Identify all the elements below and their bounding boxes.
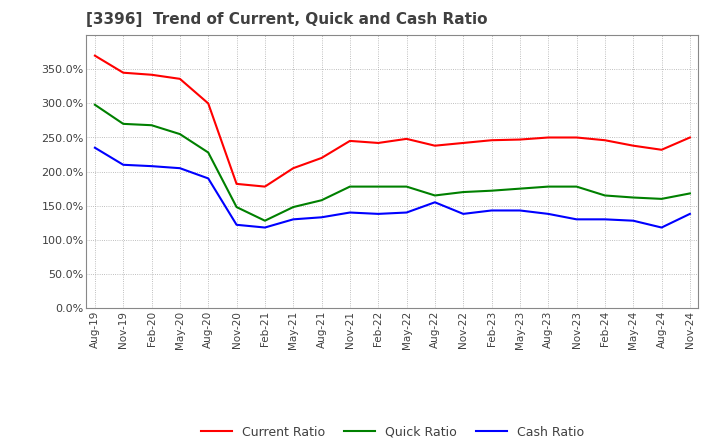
- Quick Ratio: [544, 184, 552, 189]
- Current Ratio: [459, 140, 467, 146]
- Current Ratio: [374, 140, 382, 146]
- Current Ratio: [318, 155, 326, 161]
- Quick Ratio: [261, 218, 269, 224]
- Quick Ratio: [148, 123, 156, 128]
- Current Ratio: [346, 138, 354, 143]
- Quick Ratio: [318, 198, 326, 203]
- Current Ratio: [204, 101, 212, 106]
- Cash Ratio: [516, 208, 524, 213]
- Current Ratio: [91, 53, 99, 58]
- Cash Ratio: [91, 145, 99, 150]
- Quick Ratio: [204, 150, 212, 155]
- Current Ratio: [657, 147, 666, 152]
- Cash Ratio: [204, 176, 212, 181]
- Current Ratio: [119, 70, 127, 75]
- Cash Ratio: [459, 211, 467, 216]
- Quick Ratio: [176, 132, 184, 137]
- Quick Ratio: [431, 193, 439, 198]
- Cash Ratio: [629, 218, 637, 224]
- Quick Ratio: [516, 186, 524, 191]
- Quick Ratio: [572, 184, 581, 189]
- Cash Ratio: [685, 211, 694, 216]
- Quick Ratio: [374, 184, 382, 189]
- Cash Ratio: [261, 225, 269, 230]
- Quick Ratio: [119, 121, 127, 127]
- Quick Ratio: [402, 184, 411, 189]
- Cash Ratio: [176, 165, 184, 171]
- Current Ratio: [572, 135, 581, 140]
- Quick Ratio: [685, 191, 694, 196]
- Current Ratio: [402, 136, 411, 142]
- Legend: Current Ratio, Quick Ratio, Cash Ratio: Current Ratio, Quick Ratio, Cash Ratio: [196, 421, 589, 440]
- Quick Ratio: [289, 205, 297, 210]
- Text: [3396]  Trend of Current, Quick and Cash Ratio: [3396] Trend of Current, Quick and Cash …: [86, 12, 488, 27]
- Quick Ratio: [629, 195, 637, 200]
- Current Ratio: [148, 72, 156, 77]
- Current Ratio: [233, 181, 241, 187]
- Quick Ratio: [487, 188, 496, 193]
- Line: Cash Ratio: Cash Ratio: [95, 148, 690, 227]
- Cash Ratio: [544, 211, 552, 216]
- Current Ratio: [685, 135, 694, 140]
- Cash Ratio: [487, 208, 496, 213]
- Current Ratio: [544, 135, 552, 140]
- Current Ratio: [516, 137, 524, 142]
- Current Ratio: [600, 138, 609, 143]
- Current Ratio: [261, 184, 269, 189]
- Line: Quick Ratio: Quick Ratio: [95, 105, 690, 221]
- Quick Ratio: [459, 189, 467, 194]
- Cash Ratio: [233, 222, 241, 227]
- Quick Ratio: [657, 196, 666, 202]
- Current Ratio: [487, 138, 496, 143]
- Quick Ratio: [346, 184, 354, 189]
- Cash Ratio: [572, 216, 581, 222]
- Current Ratio: [289, 165, 297, 171]
- Cash Ratio: [318, 215, 326, 220]
- Cash Ratio: [346, 210, 354, 215]
- Current Ratio: [629, 143, 637, 148]
- Line: Current Ratio: Current Ratio: [95, 55, 690, 187]
- Cash Ratio: [657, 225, 666, 230]
- Quick Ratio: [91, 102, 99, 107]
- Quick Ratio: [600, 193, 609, 198]
- Cash Ratio: [148, 164, 156, 169]
- Cash Ratio: [431, 200, 439, 205]
- Cash Ratio: [119, 162, 127, 167]
- Cash Ratio: [600, 216, 609, 222]
- Current Ratio: [431, 143, 439, 148]
- Cash Ratio: [402, 210, 411, 215]
- Cash Ratio: [374, 211, 382, 216]
- Current Ratio: [176, 76, 184, 81]
- Quick Ratio: [233, 205, 241, 210]
- Cash Ratio: [289, 216, 297, 222]
